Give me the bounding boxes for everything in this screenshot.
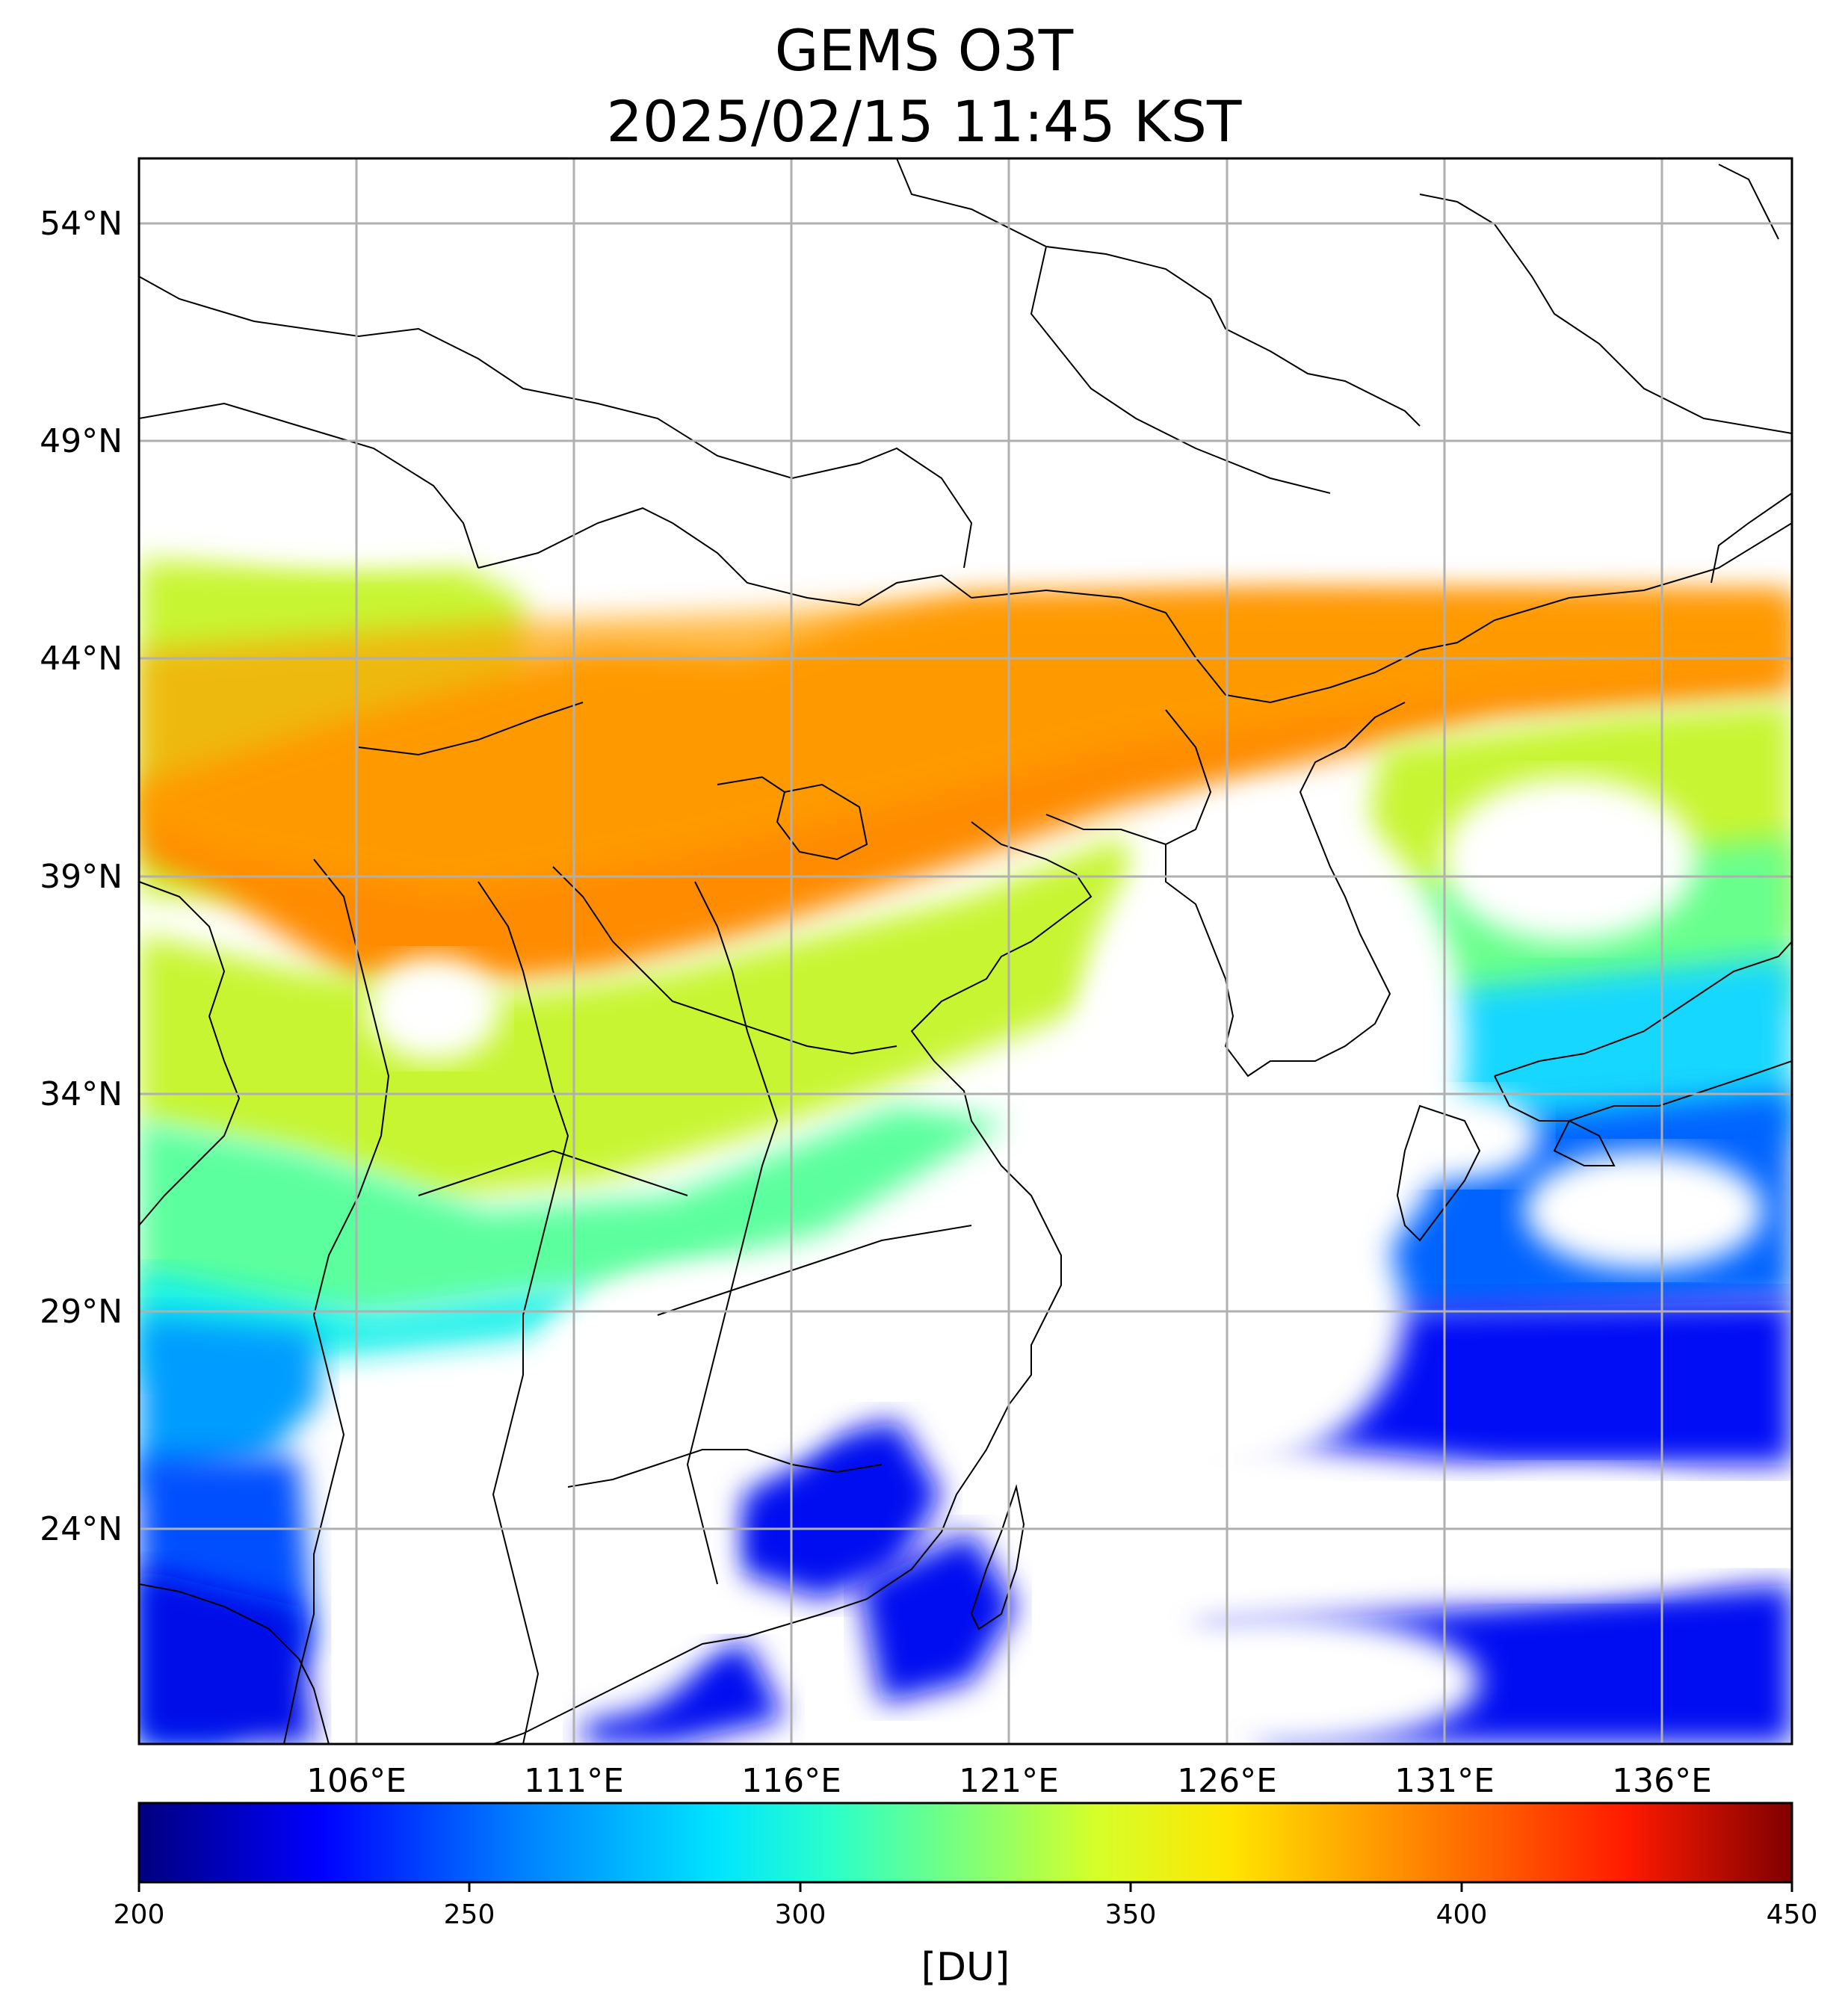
map-gridlines (139, 158, 1792, 1744)
colorbar-unit-label: [DU] (921, 1945, 1010, 1990)
colorbar-tick-labels: 200 250 300 350 400 450 (114, 1899, 1818, 1930)
lat-label: 49°N (40, 422, 123, 460)
lon-label: 111°E (524, 1762, 624, 1800)
lon-label: 126°E (1177, 1762, 1277, 1800)
colorbar-tick-label: 250 (444, 1899, 495, 1930)
map-frame (137, 157, 1793, 1746)
colorbar-tick-label: 200 (114, 1899, 165, 1930)
lat-label: 34°N (40, 1075, 123, 1113)
ozone-field (139, 158, 1792, 1744)
lat-label: 54°N (40, 205, 123, 243)
map-subtitle: 2025/02/15 11:45 KST (606, 88, 1242, 155)
colorbar-tick-label: 450 (1767, 1899, 1818, 1930)
colorbar-tick-label: 300 (775, 1899, 826, 1930)
map-title: GEMS O3T (774, 17, 1074, 84)
lat-label: 44°N (40, 640, 123, 678)
lat-label: 29°N (40, 1293, 123, 1331)
longitude-labels: 106°E 111°E 116°E 121°E 126°E 131°E 136°… (306, 1762, 1712, 1800)
latitude-labels: 54°N 49°N 44°N 39°N 34°N 29°N 24°N (40, 205, 123, 1548)
lon-label: 106°E (306, 1762, 407, 1800)
lon-label: 131°E (1394, 1762, 1495, 1800)
coastlines-borders (139, 158, 1792, 1744)
lon-label: 136°E (1612, 1762, 1712, 1800)
colorbar-tick-label: 350 (1105, 1899, 1157, 1930)
lon-label: 116°E (741, 1762, 841, 1800)
colorbar-tick-label: 400 (1436, 1899, 1488, 1930)
colorbar-ticks (137, 1882, 1793, 1892)
lat-label: 39°N (40, 858, 123, 896)
lon-label: 121°E (959, 1762, 1059, 1800)
lat-label: 24°N (40, 1510, 123, 1548)
colorbar (137, 1802, 1793, 1884)
